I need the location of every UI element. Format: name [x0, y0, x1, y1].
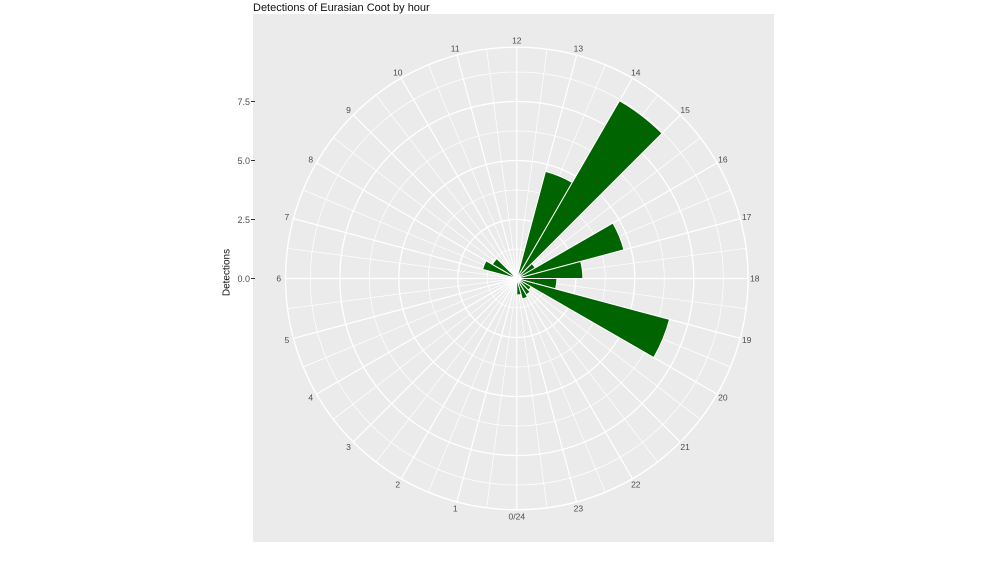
grid-radial-major: [516, 278, 681, 443]
hour-label-19: 19: [742, 335, 752, 345]
bar-hour-8: [491, 257, 518, 279]
hour-label-23: 23: [574, 503, 584, 513]
bar-hour-19: [516, 278, 671, 359]
grid-radial-major: [456, 278, 518, 503]
grid-radial-major: [293, 277, 517, 339]
hour-label-21: 21: [680, 442, 690, 452]
grid-radial-major: [456, 54, 518, 279]
grid-radial-minor: [427, 64, 518, 279]
grid-radial-minor: [516, 278, 658, 463]
grid-radial-minor: [375, 94, 518, 279]
grid-radial-major: [293, 218, 517, 280]
y-tick-mark-1: [250, 218, 255, 221]
hour-label-17: 17: [742, 212, 752, 222]
grid-radial-minor: [516, 278, 606, 493]
hour-label-12: 12: [512, 36, 522, 46]
y-tick-label-0: 0.0: [237, 273, 250, 284]
y-tick-mark-3: [250, 100, 255, 103]
hour-label-3: 3: [346, 442, 351, 452]
hour-label-15: 15: [680, 105, 690, 115]
grid-radial-major: [352, 114, 518, 279]
grid-radial-major: [400, 77, 518, 279]
y-tick-label-1: 2.5: [237, 214, 250, 225]
bar-hour-14: [516, 100, 663, 279]
hour-label-5: 5: [285, 335, 290, 345]
hour-label-6: 6: [276, 274, 281, 284]
grid-radial-minor: [516, 278, 548, 508]
y-tick-mark-2: [250, 159, 255, 162]
grid-radial-minor: [302, 189, 517, 279]
hour-label-22: 22: [631, 480, 641, 490]
grid-radial-minor: [516, 49, 548, 279]
hour-label-1: 1: [453, 503, 458, 513]
grid-radial-minor: [486, 278, 518, 508]
hour-label-18: 18: [750, 274, 760, 284]
grid-radial-minor: [516, 137, 701, 279]
chart-title: Detections of Eurasian Coot by hour: [253, 2, 430, 14]
hour-label-11: 11: [451, 44, 460, 54]
grid-radial-minor: [333, 137, 518, 279]
bar-hour-17: [516, 260, 584, 279]
bar-hour-23: [516, 278, 522, 296]
hour-label-0: 0/24: [509, 512, 526, 522]
grid-radial-minor: [375, 278, 518, 463]
grid-radial-minor: [486, 49, 518, 279]
grid-radial-minor: [427, 278, 518, 493]
grid-radial-major: [516, 278, 633, 480]
grid-radial-minor: [302, 278, 517, 368]
polar-rose-chart: 0/24123456789101112131415161718192021222…: [276, 36, 760, 522]
hour-label-4: 4: [308, 393, 313, 403]
plot-panel: 0/24 1 2 3 4 5 6 7 8 9 10 11 12 13 14 15 16 17 18 19 20 21 22 2…: [253, 14, 774, 542]
grid-radial-major: [352, 278, 518, 443]
hour-label-20: 20: [718, 393, 728, 403]
grid-radial-minor: [516, 278, 701, 420]
y-tick-mark-0: [250, 277, 255, 280]
hour-label-10: 10: [393, 67, 403, 77]
hour-label-14: 14: [631, 67, 641, 77]
hour-label-16: 16: [718, 155, 728, 165]
grid-radial-major: [316, 277, 518, 395]
hour-label-2: 2: [395, 480, 400, 490]
hour-label-8: 8: [308, 155, 313, 165]
grid-radial-minor: [287, 247, 517, 279]
grid-radial-major: [316, 162, 518, 280]
grid-radial-major: [400, 278, 518, 480]
y-tick-label-2: 5.0: [237, 155, 250, 166]
grid-radial-minor: [287, 278, 517, 310]
y-tick-label-3: 7.5: [237, 96, 250, 107]
grid-radial-major: [516, 278, 578, 503]
grid-radial-minor: [333, 278, 518, 420]
hour-label-7: 7: [285, 212, 290, 222]
hour-label-9: 9: [346, 105, 351, 115]
bar-hour-16: [516, 222, 625, 279]
hour-label-13: 13: [574, 44, 584, 54]
bar-hour-22: [516, 278, 529, 300]
